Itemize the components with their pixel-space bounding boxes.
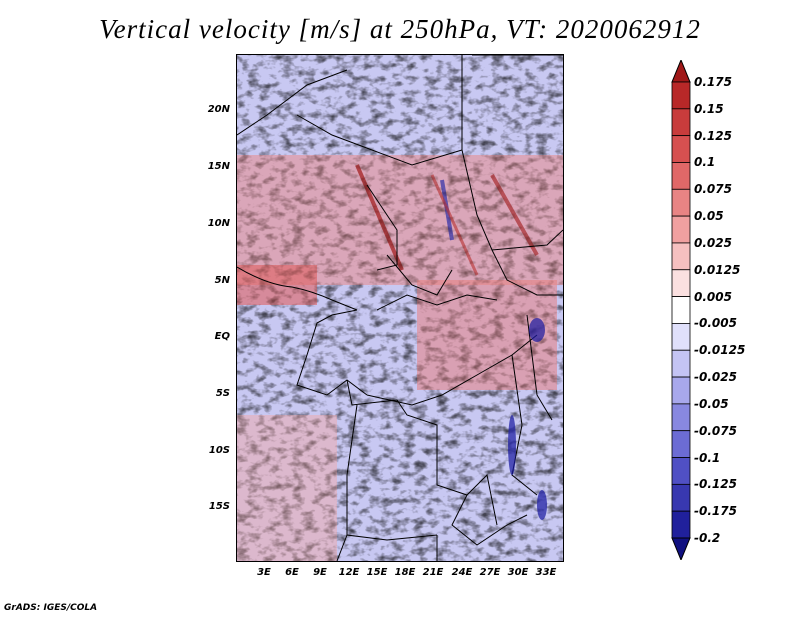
lat-label: 10S (208, 445, 230, 456)
lat-label: 15S (208, 501, 230, 512)
grads-credit: GrADS: IGES/COLA (4, 603, 98, 613)
colorbar-label: 0.15 (694, 101, 724, 116)
colorbar-segment (671, 349, 691, 378)
colorbar-label: 0.0125 (694, 262, 741, 277)
colorbar-label: 0.125 (694, 128, 732, 143)
colorbar-segment (671, 296, 691, 324)
colorbar-segment (671, 135, 691, 163)
colorbar-segment (671, 403, 691, 432)
colorbar-label: -0.2 (694, 531, 721, 545)
lakes (508, 318, 547, 520)
colorbar-segment (671, 430, 691, 458)
lon-label: 6E (285, 567, 299, 578)
colorbar-arrow-bottom (671, 537, 691, 560)
colorbar-segment (671, 457, 691, 485)
lon-label: 24E (451, 567, 473, 578)
colorbar-label: -0.075 (694, 423, 737, 438)
lon-label: 21E (422, 567, 444, 578)
velocity-field (237, 55, 563, 561)
colorbar-segment (671, 81, 691, 110)
colorbar-segment (671, 215, 691, 244)
colorbar-label: 0.1 (694, 155, 716, 170)
colorbar-segment (671, 376, 691, 405)
lat-label: 5N (214, 275, 230, 286)
colorbar-label: 0.175 (694, 75, 732, 89)
map-plot-area[interactable] (236, 54, 564, 562)
colorbar-label: -0.1 (694, 450, 721, 465)
colorbar-label: -0.05 (694, 396, 729, 411)
colorbar-segment (671, 162, 691, 190)
colorbar-label: 0.05 (694, 209, 724, 224)
lon-label: 18E (394, 567, 416, 578)
colorbar-label: 0.075 (694, 182, 732, 197)
colorbar-label: -0.025 (694, 370, 737, 385)
lon-label: 3E (257, 567, 271, 578)
lat-label: 20N (207, 104, 230, 115)
colorbar-segment (671, 242, 691, 271)
country-borders (237, 55, 563, 561)
map-title: Vertical velocity [m/s] at 250hPa, VT: 2… (99, 14, 701, 44)
colorbar-segment (671, 188, 691, 217)
lon-label: 33E (535, 567, 557, 578)
colorbar-arrow-top (671, 60, 691, 83)
colorbar-label: -0.125 (694, 477, 737, 492)
colorbar-label: -0.175 (694, 504, 737, 519)
lat-label: 15N (207, 161, 230, 172)
colorbar-segment (671, 323, 691, 351)
colorbar-label: -0.0125 (694, 343, 746, 358)
lon-label: 12E (338, 567, 360, 578)
lat-label: 5S (215, 388, 230, 399)
colorbar-segment (671, 483, 691, 512)
colorbar-label: 0.005 (694, 289, 732, 304)
lon-label: 30E (507, 567, 529, 578)
colorbar-segment (671, 108, 691, 137)
colorbar-segment (671, 269, 691, 297)
colorbar (671, 60, 691, 560)
lon-label: 15E (366, 567, 388, 578)
colorbar-label: -0.005 (694, 316, 737, 331)
lon-label: 9E (313, 567, 327, 578)
lon-label: 27E (479, 567, 501, 578)
colorbar-segment (671, 510, 691, 539)
lat-label: 10N (207, 218, 230, 229)
lat-label: EQ (214, 331, 230, 342)
colorbar-label: 0.025 (694, 235, 732, 250)
